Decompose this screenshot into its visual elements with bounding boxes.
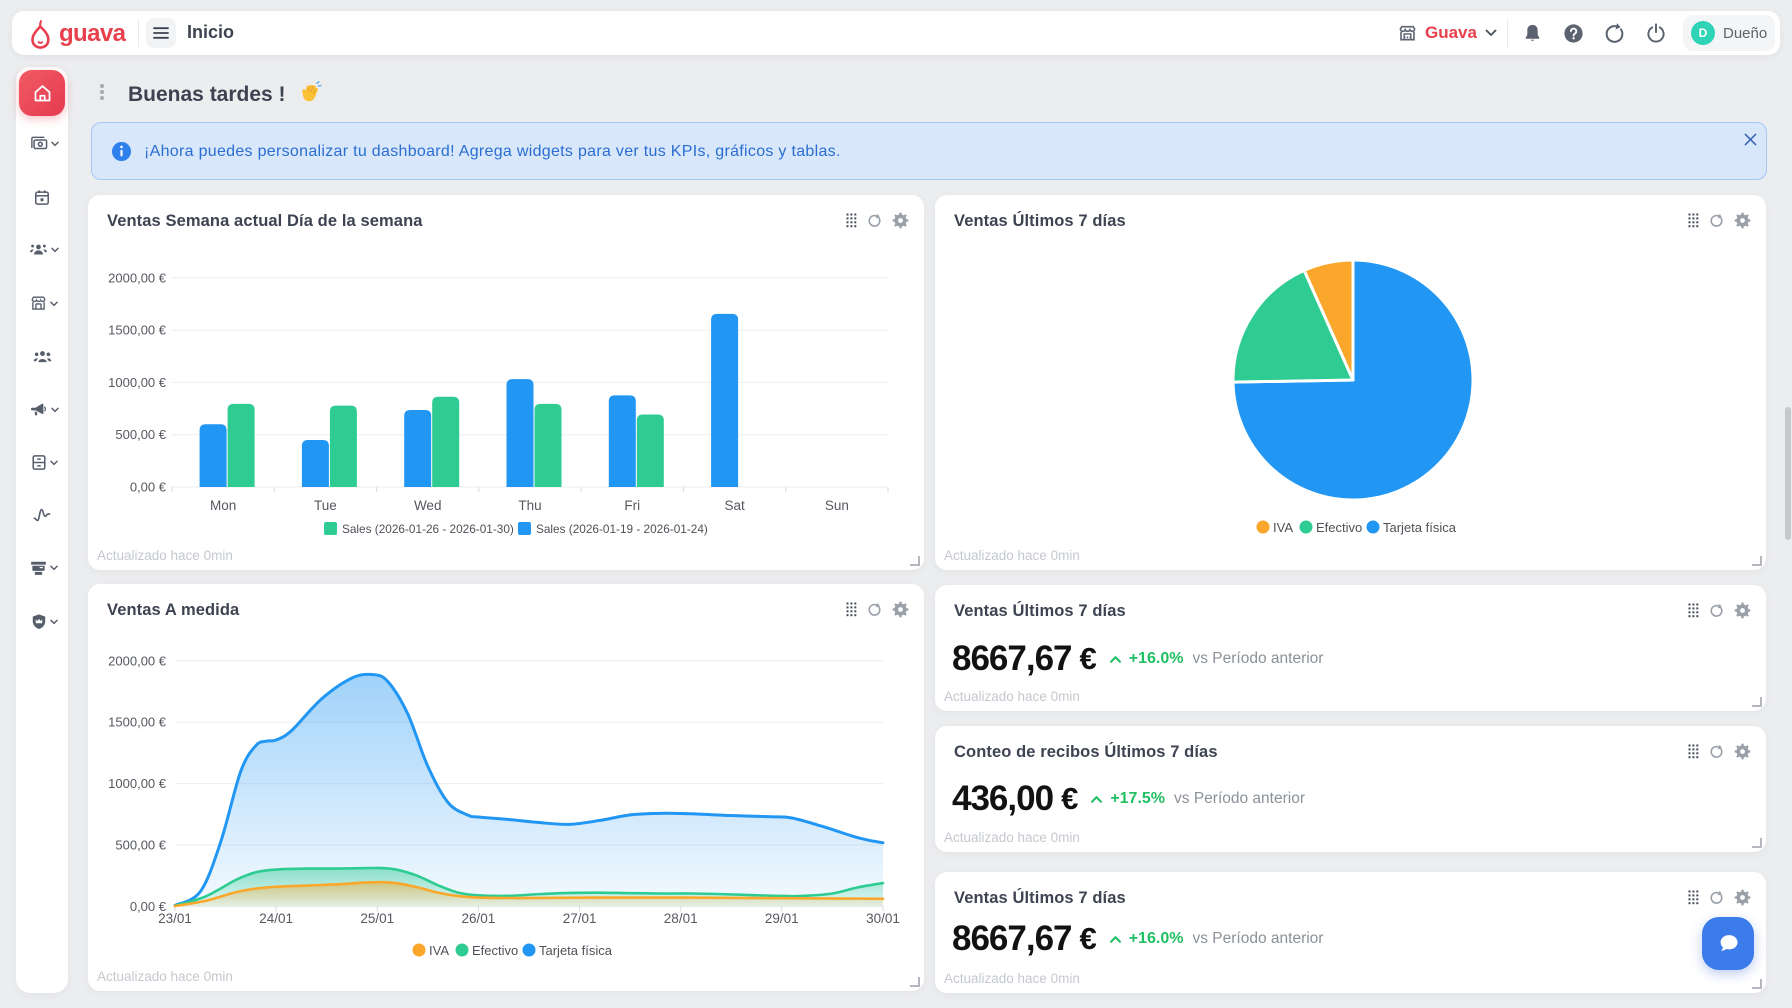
- svg-text:IVA: IVA: [1273, 520, 1293, 535]
- svg-text:2000,00 €: 2000,00 €: [108, 270, 167, 285]
- svg-text:0,00 €: 0,00 €: [130, 899, 167, 914]
- svg-text:1500,00 €: 1500,00 €: [108, 323, 167, 338]
- svg-text:Sales (2026-01-19 - 2026-01-24: Sales (2026-01-19 - 2026-01-24): [536, 522, 708, 536]
- svg-text:1000,00 €: 1000,00 €: [108, 776, 167, 791]
- svg-text:30/01: 30/01: [866, 911, 900, 926]
- svg-text:Tarjeta física: Tarjeta física: [539, 943, 613, 958]
- svg-text:24/01: 24/01: [259, 911, 293, 926]
- svg-text:1500,00 €: 1500,00 €: [108, 715, 167, 730]
- svg-text:27/01: 27/01: [563, 911, 597, 926]
- svg-text:29/01: 29/01: [765, 911, 799, 926]
- svg-text:Efectivo: Efectivo: [1316, 520, 1362, 535]
- svg-text:IVA: IVA: [429, 943, 449, 958]
- svg-text:Fri: Fri: [624, 498, 640, 513]
- svg-text:Sales (2026-01-26 - 2026-01-30: Sales (2026-01-26 - 2026-01-30): [342, 522, 514, 536]
- svg-text:Tue: Tue: [314, 498, 337, 513]
- svg-text:2000,00 €: 2000,00 €: [108, 653, 167, 668]
- svg-text:28/01: 28/01: [664, 911, 698, 926]
- svg-text:26/01: 26/01: [462, 911, 496, 926]
- svg-text:0,00 €: 0,00 €: [130, 480, 167, 495]
- svg-text:500,00 €: 500,00 €: [115, 427, 166, 442]
- svg-text:Wed: Wed: [414, 498, 442, 513]
- svg-text:Thu: Thu: [518, 498, 541, 513]
- svg-text:25/01: 25/01: [360, 911, 394, 926]
- svg-text:23/01: 23/01: [158, 911, 192, 926]
- svg-text:Tarjeta física: Tarjeta física: [1383, 520, 1457, 535]
- svg-text:Mon: Mon: [210, 498, 236, 513]
- svg-text:500,00 €: 500,00 €: [115, 838, 166, 853]
- svg-text:Sat: Sat: [724, 498, 745, 513]
- svg-text:1000,00 €: 1000,00 €: [108, 375, 167, 390]
- svg-text:Efectivo: Efectivo: [472, 943, 518, 958]
- svg-text:Sun: Sun: [825, 498, 849, 513]
